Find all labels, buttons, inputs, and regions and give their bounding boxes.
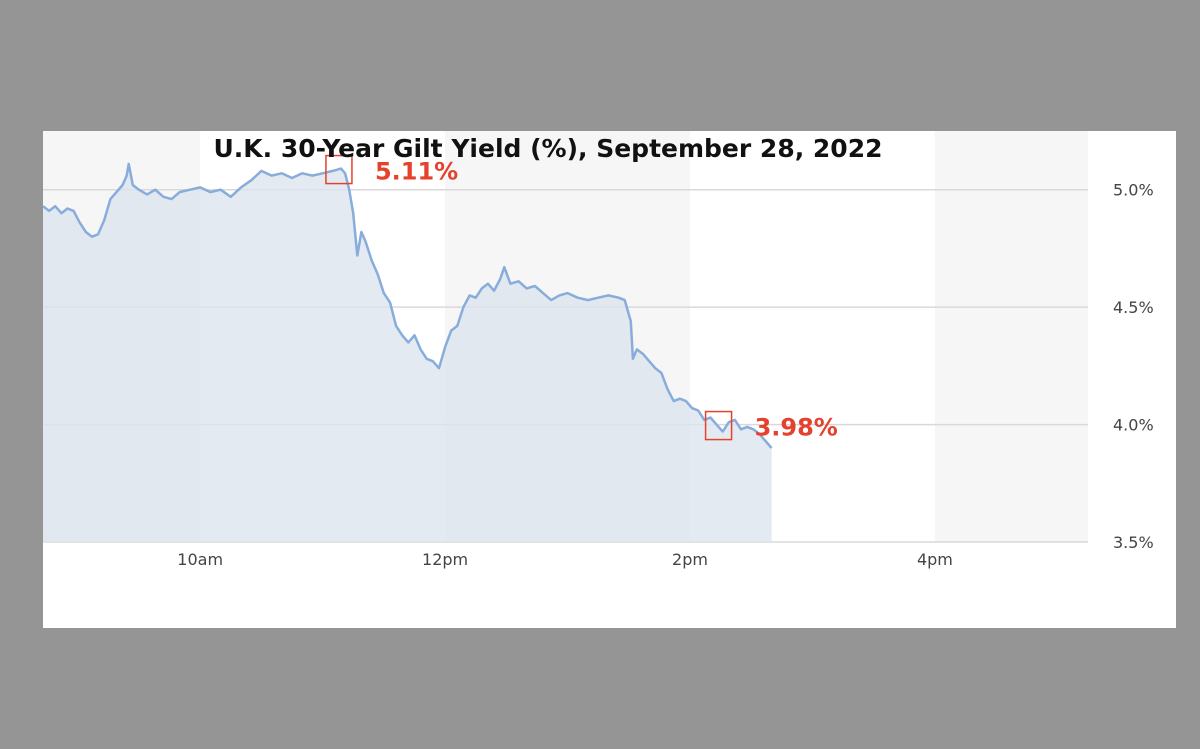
y-tick-label: 4.5% [1113,298,1154,317]
x-tick-label: 12pm [422,550,468,569]
x-tick-label: 2pm [672,550,708,569]
y-tick-label: 5.0% [1113,181,1154,200]
yield-line [43,162,773,449]
annotation-label: 3.98% [755,414,838,442]
annotations: 5.11% 3.98% [325,154,838,442]
x-tick-label: 4pm [917,550,953,569]
time-band [934,131,1088,542]
gilt-yield-chart: 3.5% 4.0% 4.5% 5.0% 10am 12pm 2pm 4pm 5.11% 3.9… [43,131,1154,569]
x-tick-label: 10am [177,550,223,569]
chart-panel: 3.5% 4.0% 4.5% 5.0% 10am 12pm 2pm 4pm 5.11% 3.9… [43,131,1176,628]
y-axis-labels: 3.5% 4.0% 4.5% 5.0% [1113,181,1154,552]
chart-title: U.K. 30-Year Gilt Yield (%), September 2… [213,134,882,163]
annotation-marker [325,154,353,185]
y-tick-label: 4.0% [1113,416,1154,435]
annotation-marker [704,410,733,441]
x-axis-labels: 10am 12pm 2pm 4pm [177,550,953,569]
y-tick-label: 3.5% [1113,533,1154,552]
yield-area [43,163,772,542]
annotation-label: 5.11% [375,158,458,186]
